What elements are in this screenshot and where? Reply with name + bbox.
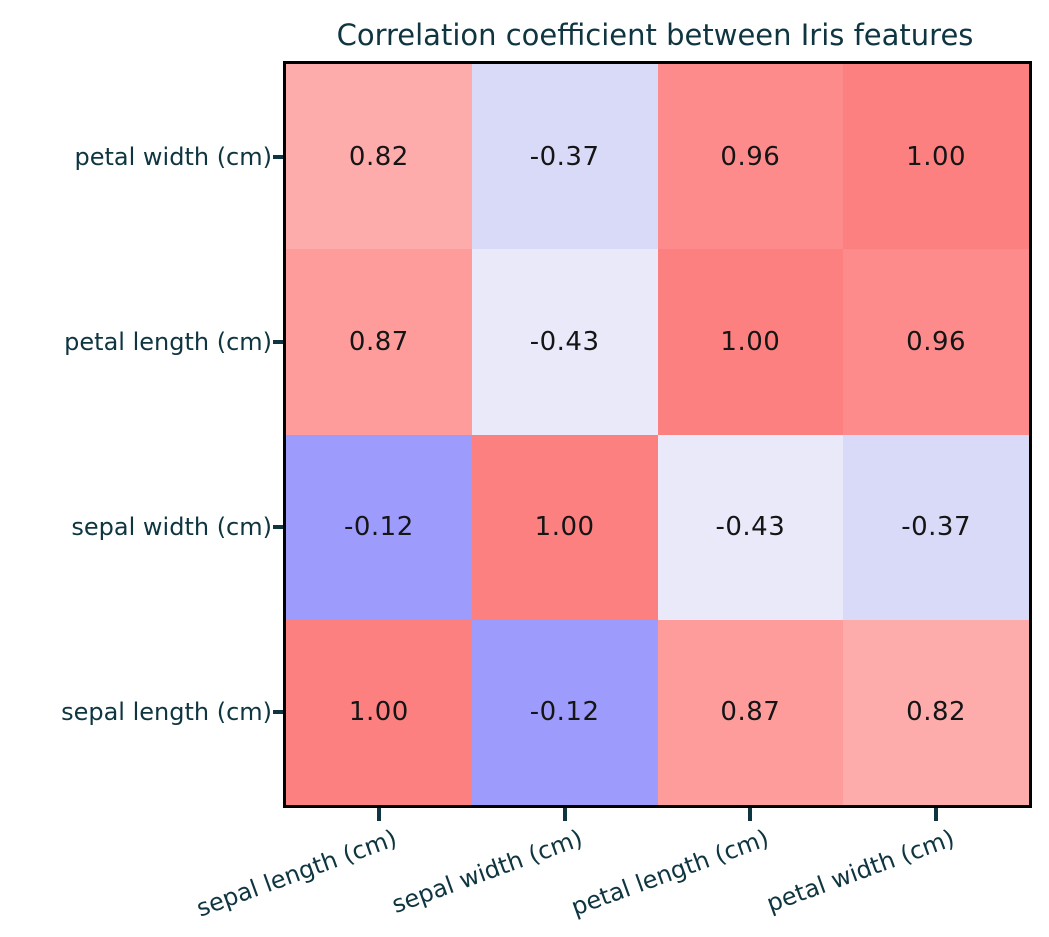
y-tick-mark-3 bbox=[273, 710, 283, 715]
heatmap-cell-r1-c3: 0.96 bbox=[843, 249, 1029, 435]
cell-value-label: 1.00 bbox=[906, 141, 967, 172]
x-tick-label-1: sepal width (cm) bbox=[388, 824, 587, 919]
x-tick-label-2: petal length (cm) bbox=[567, 824, 772, 922]
x-tick-label-0: sepal length (cm) bbox=[192, 824, 401, 923]
plot-area: 0.82 -0.37 0.96 1.00 0.87 -0.43 1.00 0.96 -0.12 1… bbox=[283, 61, 1032, 808]
cell-value-label: 0.96 bbox=[906, 326, 967, 357]
heatmap-cell-r1-c2: 1.00 bbox=[657, 249, 844, 435]
cell-value-label: 0.87 bbox=[348, 326, 409, 357]
cell-value-label: 1.00 bbox=[720, 326, 781, 357]
cell-value-label: 0.82 bbox=[906, 697, 967, 728]
y-tick-label-3: sepal length (cm) bbox=[61, 698, 272, 727]
heatmap-cell-r3-c0: 1.00 bbox=[286, 619, 472, 805]
y-tick-mark-1 bbox=[273, 339, 283, 344]
cell-value-label: 0.87 bbox=[720, 697, 781, 728]
cell-value-label: -0.37 bbox=[529, 141, 600, 172]
x-tick-label-3: petal width (cm) bbox=[762, 824, 958, 918]
heatmap-cell-r2-c1: 1.00 bbox=[471, 434, 658, 620]
y-tick-label-1: petal length (cm) bbox=[64, 327, 272, 356]
heatmap-cell-r1-c0: 0.87 bbox=[286, 249, 472, 435]
x-tick-mark-1 bbox=[562, 808, 567, 821]
cell-value-label: -0.12 bbox=[529, 697, 600, 728]
y-tick-mark-0 bbox=[273, 154, 283, 159]
y-tick-mark-2 bbox=[273, 525, 283, 530]
chart-title: Correlation coefficient between Iris fea… bbox=[336, 18, 974, 52]
heatmap-cell-r3-c3: 0.82 bbox=[843, 619, 1029, 805]
cell-value-label: 0.82 bbox=[348, 141, 409, 172]
cell-value-label: 0.96 bbox=[720, 141, 781, 172]
cell-value-label: 1.00 bbox=[534, 512, 595, 543]
cell-value-label: -0.37 bbox=[901, 512, 972, 543]
y-tick-label-0: petal width (cm) bbox=[74, 142, 273, 171]
x-tick-mark-0 bbox=[376, 808, 381, 821]
cell-value-label: 1.00 bbox=[348, 697, 409, 728]
cell-value-label: -0.43 bbox=[529, 326, 600, 357]
y-tick-label-2: sepal width (cm) bbox=[71, 513, 272, 542]
heatmap-cell-r3-c2: 0.87 bbox=[657, 619, 844, 805]
x-tick-mark-3 bbox=[934, 808, 939, 821]
heatmap-cell-r2-c2: -0.43 bbox=[657, 434, 844, 620]
heatmap-cell-r0-c3: 1.00 bbox=[843, 64, 1029, 250]
heatmap-cell-r0-c0: 0.82 bbox=[286, 64, 472, 250]
x-tick-mark-2 bbox=[748, 808, 753, 821]
cell-value-label: -0.43 bbox=[715, 512, 786, 543]
cell-value-label: -0.12 bbox=[343, 512, 414, 543]
heatmap-cell-r3-c1: -0.12 bbox=[471, 619, 658, 805]
heatmap-cell-r2-c3: -0.37 bbox=[843, 434, 1029, 620]
heatmap-grid: 0.82 -0.37 0.96 1.00 0.87 -0.43 1.00 0.96 -0.12 1… bbox=[286, 64, 1029, 805]
heatmap-cell-r0-c1: -0.37 bbox=[471, 64, 658, 250]
heatmap-cell-r2-c0: -0.12 bbox=[286, 434, 472, 620]
heatmap-cell-r0-c2: 0.96 bbox=[657, 64, 844, 250]
heatmap-cell-r1-c1: -0.43 bbox=[471, 249, 658, 435]
